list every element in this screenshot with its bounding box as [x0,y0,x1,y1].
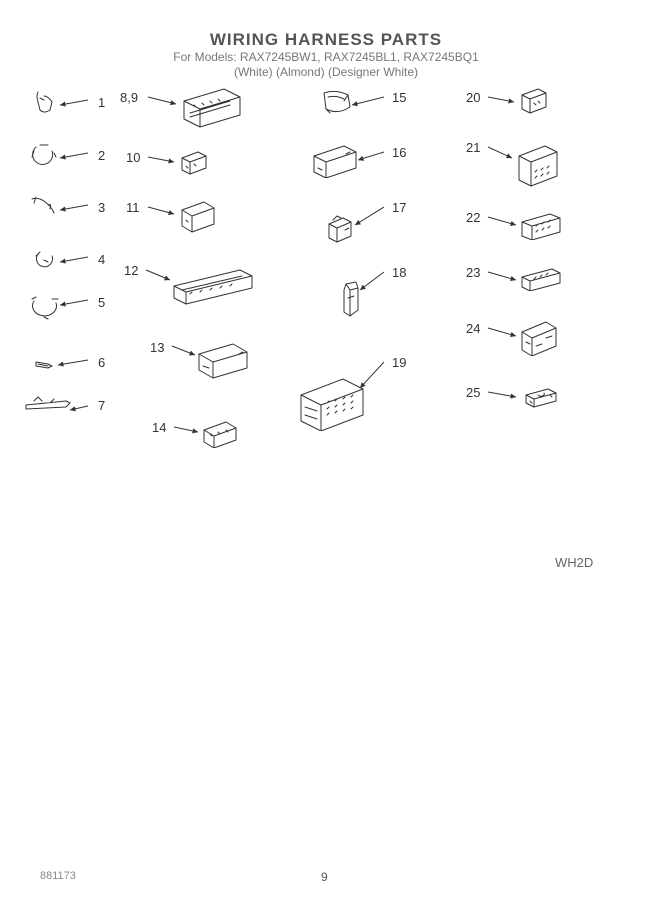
leader-arrow [349,201,390,231]
part-icon-plug-med [200,418,240,448]
leader-arrow [482,322,522,342]
leader-arrow [142,201,180,220]
part-icon-clip-round [34,250,56,270]
part-icon-clamp-wide [30,295,60,321]
part-icon-bar [24,395,72,415]
diagram-code: WH2D [555,555,593,570]
part-label: 18 [392,265,406,280]
leader-arrow [54,147,94,164]
part-label: 10 [126,150,140,165]
part-icon-strip-sm [518,265,562,291]
leader-arrow [54,251,94,268]
leader-arrow [482,91,520,108]
part-label: 6 [98,355,105,370]
part-icon-box-wide [310,142,360,178]
footer-left: 881173 [40,870,76,882]
part-label: 25 [466,385,480,400]
part-label: 23 [466,265,480,280]
part-label: 3 [98,200,105,215]
page-subtitle: For Models: RAX7245BW1, RAX7245BL1, RAX7… [0,50,652,64]
part-icon-box-med [178,198,218,234]
part-label: 12 [124,263,138,278]
part-label: 1 [98,95,105,110]
leader-arrow [54,199,94,216]
part-label: 2 [98,148,105,163]
part-icon-shell [318,87,354,117]
part-label: 22 [466,210,480,225]
part-label: 5 [98,295,105,310]
page-subtitle2: (White) (Almond) (Designer White) [0,65,652,79]
part-label: 17 [392,200,406,215]
leader-arrow [482,386,522,403]
part-label: 14 [152,420,166,435]
part-label: 19 [392,355,406,370]
part-label: 16 [392,145,406,160]
part-icon-cube-lg [515,142,561,188]
part-label: 7 [98,398,105,413]
leader-arrow [142,91,182,110]
part-icon-plug-small [178,148,210,176]
part-icon-box-stack [518,318,560,356]
part-label: 15 [392,90,406,105]
leader-arrow [54,294,94,311]
diagram-page: WIRING HARNESS PARTS For Models: RAX7245… [0,0,652,900]
leader-arrow [52,354,94,371]
part-icon-clip-small [34,90,56,116]
leader-arrow [482,141,518,164]
part-icon-pin [34,358,54,370]
part-label: 20 [466,90,480,105]
part-icon-strip [170,266,256,306]
part-label: 21 [466,140,480,155]
part-icon-connector-xlarge [297,375,367,431]
page-title: WIRING HARNESS PARTS [0,30,652,50]
leader-arrow [168,421,204,438]
part-icon-hook [30,195,56,217]
part-icon-cube-sm [518,85,548,115]
leader-arrow [54,94,94,111]
footer-page-number: 9 [321,870,328,884]
leader-arrow [142,151,180,168]
part-icon-box-solid [195,340,251,380]
part-label: 8,9 [120,90,138,105]
part-icon-flat-disc [520,385,560,409]
leader-arrow [482,211,522,231]
part-label: 11 [126,200,140,215]
part-label: 13 [150,340,164,355]
leader-arrow [482,266,522,286]
part-icon-connector-large [180,85,246,129]
part-icon-connector-grid [518,210,562,240]
part-label: 4 [98,252,105,267]
part-icon-clamp [30,143,58,171]
part-icon-clip-tall [340,280,362,318]
part-label: 24 [466,321,480,336]
part-icon-cube-valve [323,212,355,244]
